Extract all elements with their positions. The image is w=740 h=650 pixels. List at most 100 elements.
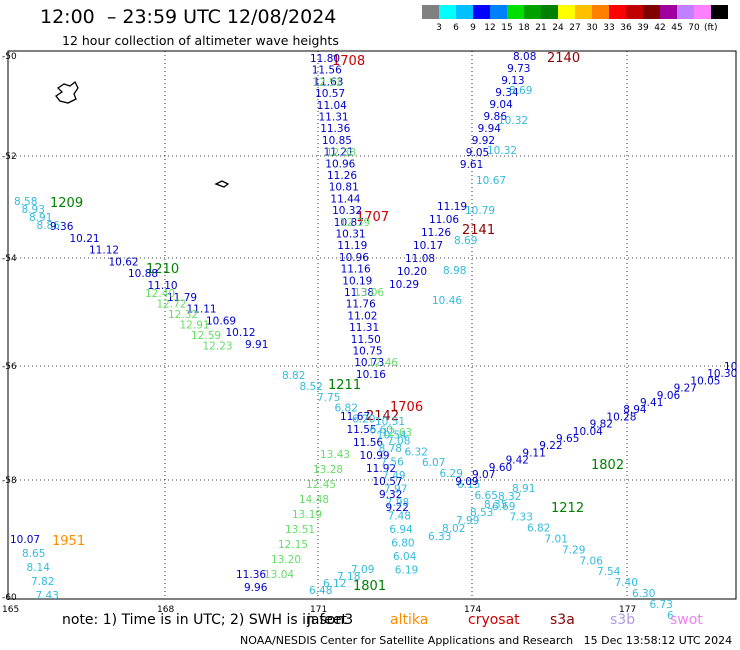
wave-height-reading: 8.93	[22, 204, 45, 216]
wave-height-reading: 10.69	[206, 315, 236, 327]
wave-height-reading: 10.57	[315, 88, 345, 100]
wave-height-reading: 7.09	[351, 564, 374, 576]
track: 11.8011.5611.6310.5711.0411.3111.3610.85…	[310, 53, 386, 381]
pass-label: 2141	[462, 223, 495, 238]
wave-height-reading: 11.38	[344, 287, 374, 299]
wave-height-reading: 10.54	[377, 430, 407, 442]
wave-height-reading: 10.67	[476, 175, 506, 187]
wave-height-reading: 11.56	[312, 65, 342, 77]
lat-label: -60	[2, 593, 17, 603]
colorbar-label: 70	[688, 23, 700, 33]
lat-label: -58	[2, 476, 17, 486]
lat-label: -52	[2, 152, 17, 162]
wave-height-reading: 8.35	[484, 499, 507, 511]
colorbar-label: 39	[637, 23, 649, 33]
wave-height-reading: 6.04	[393, 551, 417, 563]
colorbar-label: 36	[620, 23, 632, 33]
wave-height-reading: 9.22	[539, 440, 562, 452]
wave-height-reading: 11.19	[337, 240, 367, 252]
wave-height-reading: 6.48	[309, 585, 332, 597]
wave-height-reading: 11.06	[429, 214, 459, 226]
wave-height-reading: 9.09	[455, 476, 478, 488]
wave-height-reading: 7.49	[382, 470, 405, 482]
wave-height-reading: 9.92	[472, 135, 495, 147]
wave-height-reading: 11.11	[187, 304, 217, 316]
lon-label: 168	[157, 605, 174, 615]
wave-height-reading: 13.06	[354, 287, 384, 299]
wave-height-reading: 12.32	[168, 309, 198, 321]
credit-line: NOAA/NESDIS Center for Satellite Applica…	[240, 634, 733, 647]
wave-height-reading: 14.48	[299, 494, 329, 506]
wave-height-reading: 9.65	[556, 433, 579, 445]
wave-height-reading: 8.58	[14, 196, 37, 208]
wave-height-reading: 11.36	[236, 569, 266, 581]
wave-height-reading: 11.04	[317, 100, 347, 112]
colorbar-swatch	[558, 5, 575, 19]
wave-height-reading: 10.79	[465, 205, 495, 217]
wave-height-reading: 10.32	[487, 145, 517, 157]
colorbar-swatch	[439, 5, 456, 19]
wave-height-reading: 10.30	[707, 368, 737, 380]
colorbar-swatch	[677, 5, 694, 19]
wave-height-reading: 10.81	[329, 182, 359, 194]
colorbar-label: 9	[470, 23, 476, 33]
wave-height-reading: 6.29	[440, 468, 463, 480]
pass-label: 1802	[591, 458, 624, 473]
wave-height-reading: 11.44	[330, 193, 360, 205]
track: 8.828.527.756.826.206.607.086.326.076.29…	[282, 370, 674, 622]
wave-height-reading: 12.51	[312, 77, 342, 89]
wave-height-reading: 11.55	[347, 424, 377, 436]
wave-height-reading: 12.46	[368, 357, 398, 369]
wave-height-reading: 7.82	[31, 576, 54, 588]
wave-height-reading: 9.41	[640, 397, 663, 409]
colorbar-label: 12	[484, 23, 495, 33]
colorbar-swatch	[711, 5, 728, 19]
wave-height-reading: 12.72	[157, 299, 187, 311]
wave-height-reading: 10.07	[10, 534, 40, 546]
pass-label: 1951	[52, 534, 85, 549]
colorbar-label: 15	[501, 23, 512, 33]
wave-height-reading: 12.91	[180, 320, 210, 332]
wave-height-reading: 6.19	[395, 565, 418, 577]
pass-label: 2140	[547, 51, 580, 66]
colorbar-label: 30	[586, 23, 598, 33]
wave-height-reading: 6.07	[422, 457, 445, 469]
wave-height-reading: 8.94	[623, 404, 647, 416]
track: 13.43 13.28 12.45 14.48 13.19 13.51 12.15 13.20…	[264, 449, 350, 581]
wave-height-reading: 11.10	[148, 280, 178, 292]
track: 11.369.96	[236, 569, 268, 594]
wave-height-reading: 7.97	[384, 484, 407, 496]
wave-height-reading: 11.21	[324, 147, 354, 159]
wave-height-reading: 10.32	[332, 205, 362, 217]
colorbar-swatch	[575, 5, 592, 19]
wave-height-reading: 6.82	[527, 523, 550, 535]
map-title: 12:00 – 23:59 UTC 12/08/2024	[40, 6, 337, 28]
wave-height-reading: 9.36	[50, 221, 74, 233]
wave-height-reading: 10.88	[128, 268, 158, 280]
colorbar-swatch	[422, 5, 439, 19]
colorbar-label: 33	[603, 23, 614, 33]
track: 10.07	[10, 534, 40, 546]
wave-height-reading: 7.29	[562, 544, 585, 556]
satellite-label-s3b: s3b	[610, 612, 636, 628]
wave-height-reading: 7.43	[36, 590, 59, 602]
wave-height-reading: 8.91	[29, 212, 52, 224]
wave-height-reading: 11.76	[346, 299, 376, 311]
wave-height-reading: 10.16	[356, 369, 386, 381]
wave-height-reading: 6.80	[391, 538, 414, 550]
wave-height-reading: 9.61	[460, 159, 483, 171]
wave-height-reading: 9.96	[244, 582, 268, 594]
wave-height-reading: 10.29	[389, 279, 419, 291]
wave-height-reading: 10.19	[342, 275, 372, 287]
wave-height-reading: 10.28	[606, 411, 636, 423]
wave-height-reading: 10.85	[322, 135, 352, 147]
wave-height-reading: 12.39	[340, 217, 370, 229]
wave-height-reading: 10.96	[339, 252, 369, 264]
wave-height-reading: 9.32	[379, 489, 402, 501]
map-subtitle: 12 hour collection of altimeter wave hei…	[62, 33, 339, 48]
wave-height-reading: 7.33	[510, 512, 533, 524]
colorbar-label: 27	[569, 23, 580, 33]
wave-height-reading: 9.07	[472, 469, 495, 481]
